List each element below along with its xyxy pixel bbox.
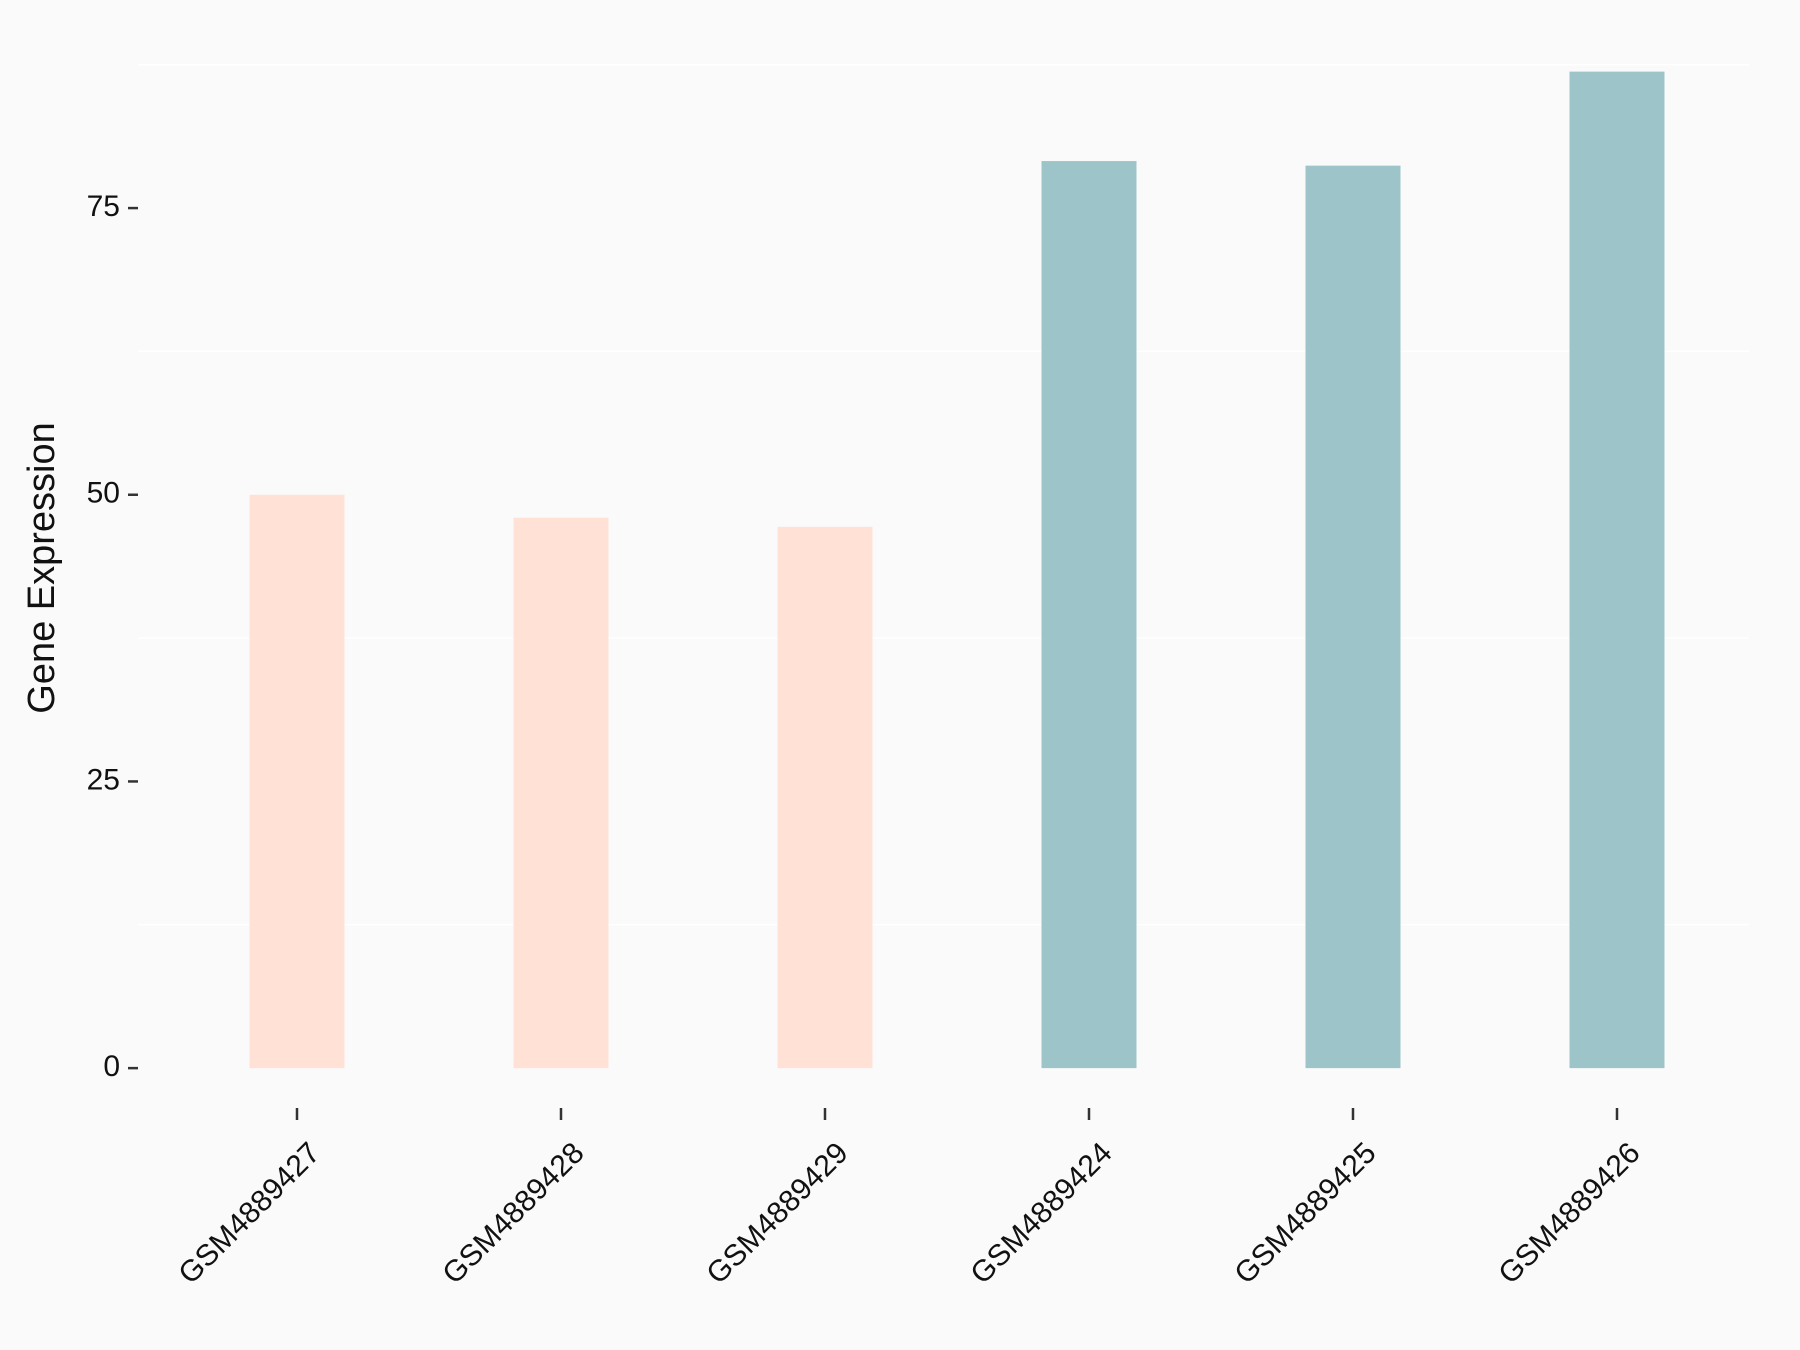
bar xyxy=(1041,161,1137,1069)
y-tick-label: 25 xyxy=(87,763,120,796)
y-tick-label: 50 xyxy=(87,477,120,510)
bar xyxy=(249,494,345,1069)
bar xyxy=(1305,165,1401,1069)
bar xyxy=(513,517,609,1069)
y-tick-label: 75 xyxy=(87,190,120,223)
y-tick-label: 0 xyxy=(103,1050,120,1083)
bar xyxy=(1569,71,1665,1069)
y-axis-title: Gene Expression xyxy=(21,422,63,714)
bar xyxy=(777,526,873,1069)
